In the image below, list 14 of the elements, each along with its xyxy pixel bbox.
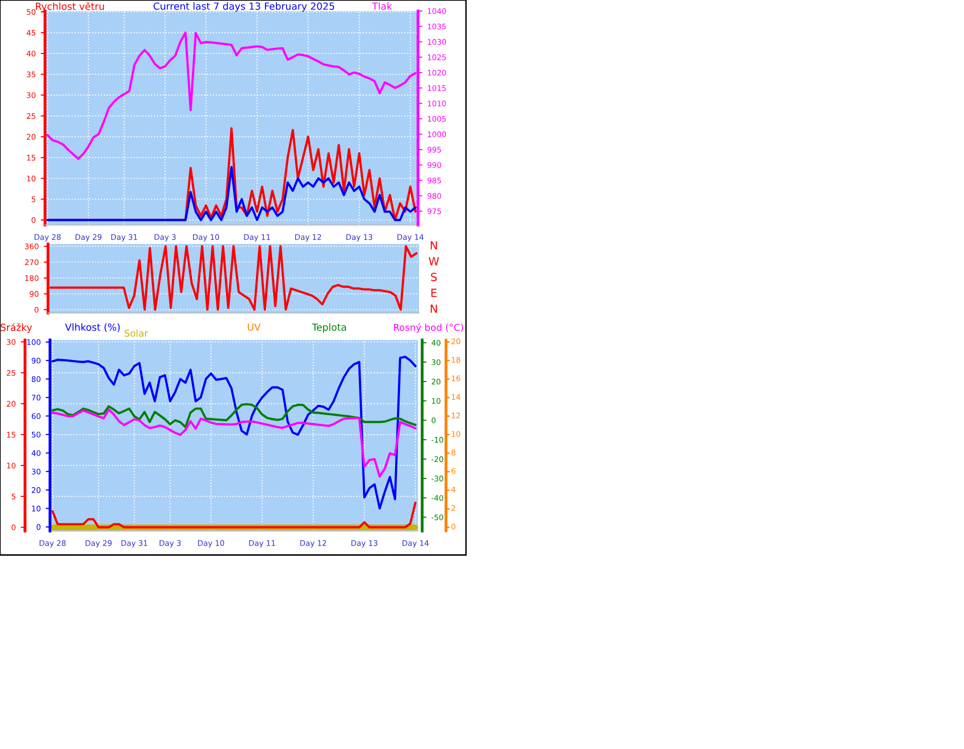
- text: N: [430, 304, 437, 313]
- text: E: [431, 288, 437, 297]
- chart-title: Current last 7 days 13 February 2025: [154, 2, 334, 12]
- y2-axis-title: Tlak: [372, 2, 392, 10]
- text: W: [428, 257, 439, 266]
- text: N: [430, 241, 437, 250]
- y-axis-title: Srážky: [0, 323, 32, 333]
- text: Rosný bod (°C): [394, 323, 464, 333]
- text: S: [431, 272, 437, 282]
- text: Solar: [124, 329, 148, 337]
- text: UV: [248, 324, 261, 331]
- y2-axis-title: Vlhkost (%): [65, 323, 120, 332]
- y3-axis-title: Teplota: [312, 323, 346, 333]
- y-axis-title: Rychlost větru: [36, 2, 104, 12]
